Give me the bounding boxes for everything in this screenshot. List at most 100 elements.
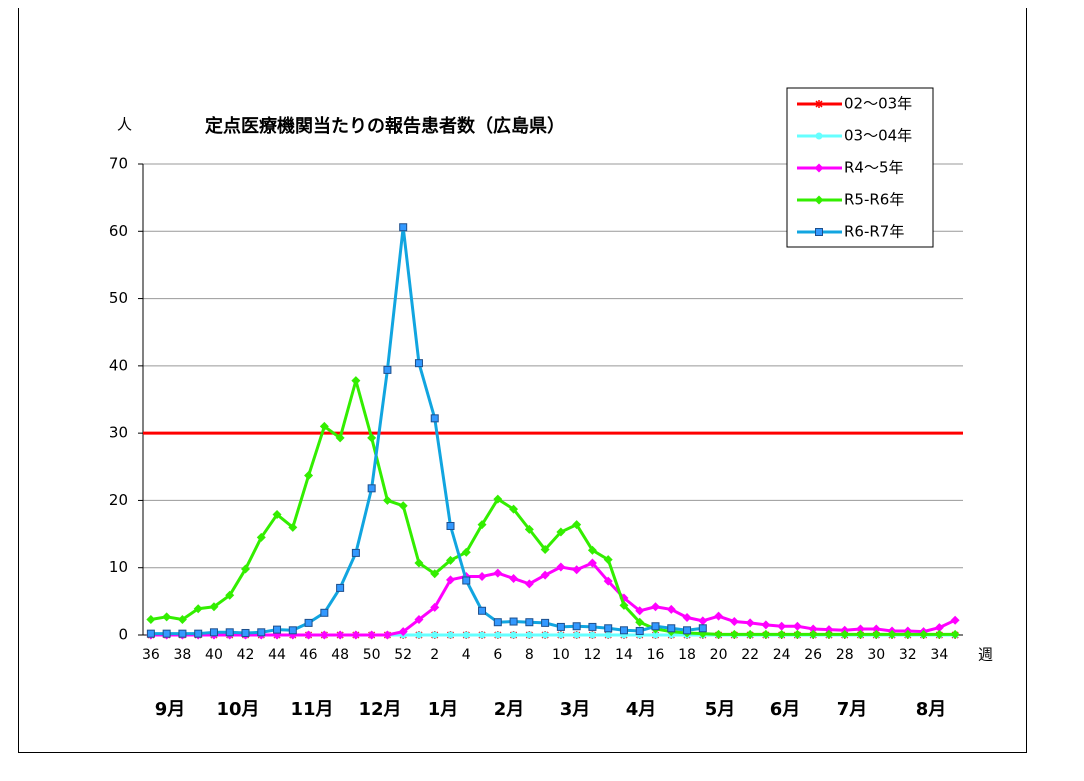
marker	[604, 631, 612, 639]
marker	[399, 223, 408, 232]
y-tick-label: 20	[109, 491, 128, 509]
month-label: 8月	[916, 699, 947, 720]
x-tick-label: 26	[804, 647, 822, 663]
marker	[714, 629, 724, 639]
x-tick-label: 12	[584, 647, 602, 663]
marker	[414, 558, 424, 568]
marker	[351, 630, 361, 640]
marker	[682, 613, 692, 623]
marker	[430, 569, 440, 579]
month-label: 2月	[494, 699, 525, 720]
frame	[18, 8, 1027, 753]
marker	[288, 522, 298, 532]
month-label: 12月	[358, 699, 401, 720]
x-tick-label: 14	[615, 647, 633, 663]
marker	[319, 421, 329, 431]
x-tick-label: 52	[394, 647, 412, 663]
marker	[430, 602, 440, 612]
marker	[524, 524, 534, 534]
x-tick-label: 20	[710, 647, 728, 663]
marker	[934, 629, 944, 639]
x-tick-label: 50	[363, 647, 381, 663]
marker	[815, 228, 823, 236]
marker	[808, 624, 818, 634]
marker	[856, 624, 865, 634]
marker	[304, 630, 314, 640]
marker	[761, 629, 771, 639]
marker	[540, 545, 550, 555]
marker	[572, 565, 582, 575]
marker	[446, 555, 455, 565]
marker	[808, 629, 818, 639]
marker	[478, 606, 487, 615]
marker	[698, 616, 708, 626]
y-tick-label: 30	[109, 424, 128, 442]
marker	[225, 590, 235, 600]
month-label: 7月	[837, 699, 868, 720]
y-tick-label: 40	[109, 356, 128, 374]
marker	[383, 365, 392, 374]
marker	[604, 624, 613, 633]
x-tick-label: 30	[867, 647, 885, 663]
marker	[477, 520, 487, 530]
marker	[729, 617, 739, 627]
marker	[667, 624, 676, 633]
marker	[934, 623, 944, 633]
marker	[162, 612, 172, 622]
marker	[761, 620, 771, 630]
marker	[319, 630, 329, 640]
marker	[415, 631, 423, 639]
marker	[162, 629, 171, 638]
marker	[146, 615, 156, 625]
legend-label: R5-R6年	[844, 191, 904, 209]
marker	[587, 558, 597, 568]
marker	[209, 602, 219, 612]
x-tick-label: 44	[268, 647, 286, 663]
marker	[792, 621, 802, 631]
marker	[193, 604, 203, 614]
month-label: 4月	[626, 699, 657, 720]
marker	[824, 625, 834, 635]
marker	[446, 575, 455, 585]
x-tick-label: 46	[300, 647, 318, 663]
marker-stroke	[815, 100, 823, 108]
marker	[320, 608, 329, 617]
marker	[178, 629, 187, 638]
month-label: 11月	[290, 699, 333, 720]
marker	[824, 629, 834, 639]
marker	[288, 626, 297, 635]
marker	[398, 501, 408, 511]
marker	[815, 132, 823, 140]
marker	[871, 624, 881, 634]
month-label: 10月	[216, 699, 259, 720]
marker	[509, 504, 519, 514]
marker	[777, 629, 787, 639]
marker	[336, 583, 345, 592]
marker	[382, 630, 392, 640]
marker	[572, 622, 581, 631]
marker	[510, 631, 518, 639]
x-tick-label: 4	[462, 647, 471, 663]
marker	[462, 631, 470, 639]
marker	[177, 615, 187, 625]
x-tick-label: 2	[430, 647, 439, 663]
marker	[619, 626, 628, 635]
marker	[477, 571, 487, 581]
marker	[335, 433, 345, 443]
marker	[493, 494, 503, 504]
month-label: 9月	[155, 699, 186, 720]
marker	[950, 629, 960, 639]
y-tick-label: 50	[109, 289, 128, 307]
x-tick-label: 8	[525, 647, 534, 663]
marker	[815, 100, 823, 108]
marker	[461, 547, 471, 557]
month-label: 5月	[705, 699, 736, 720]
series	[146, 376, 960, 639]
marker	[840, 629, 850, 639]
marker	[635, 617, 645, 627]
marker	[729, 629, 739, 639]
marker	[367, 484, 376, 493]
marker	[509, 617, 518, 626]
marker	[273, 625, 282, 634]
